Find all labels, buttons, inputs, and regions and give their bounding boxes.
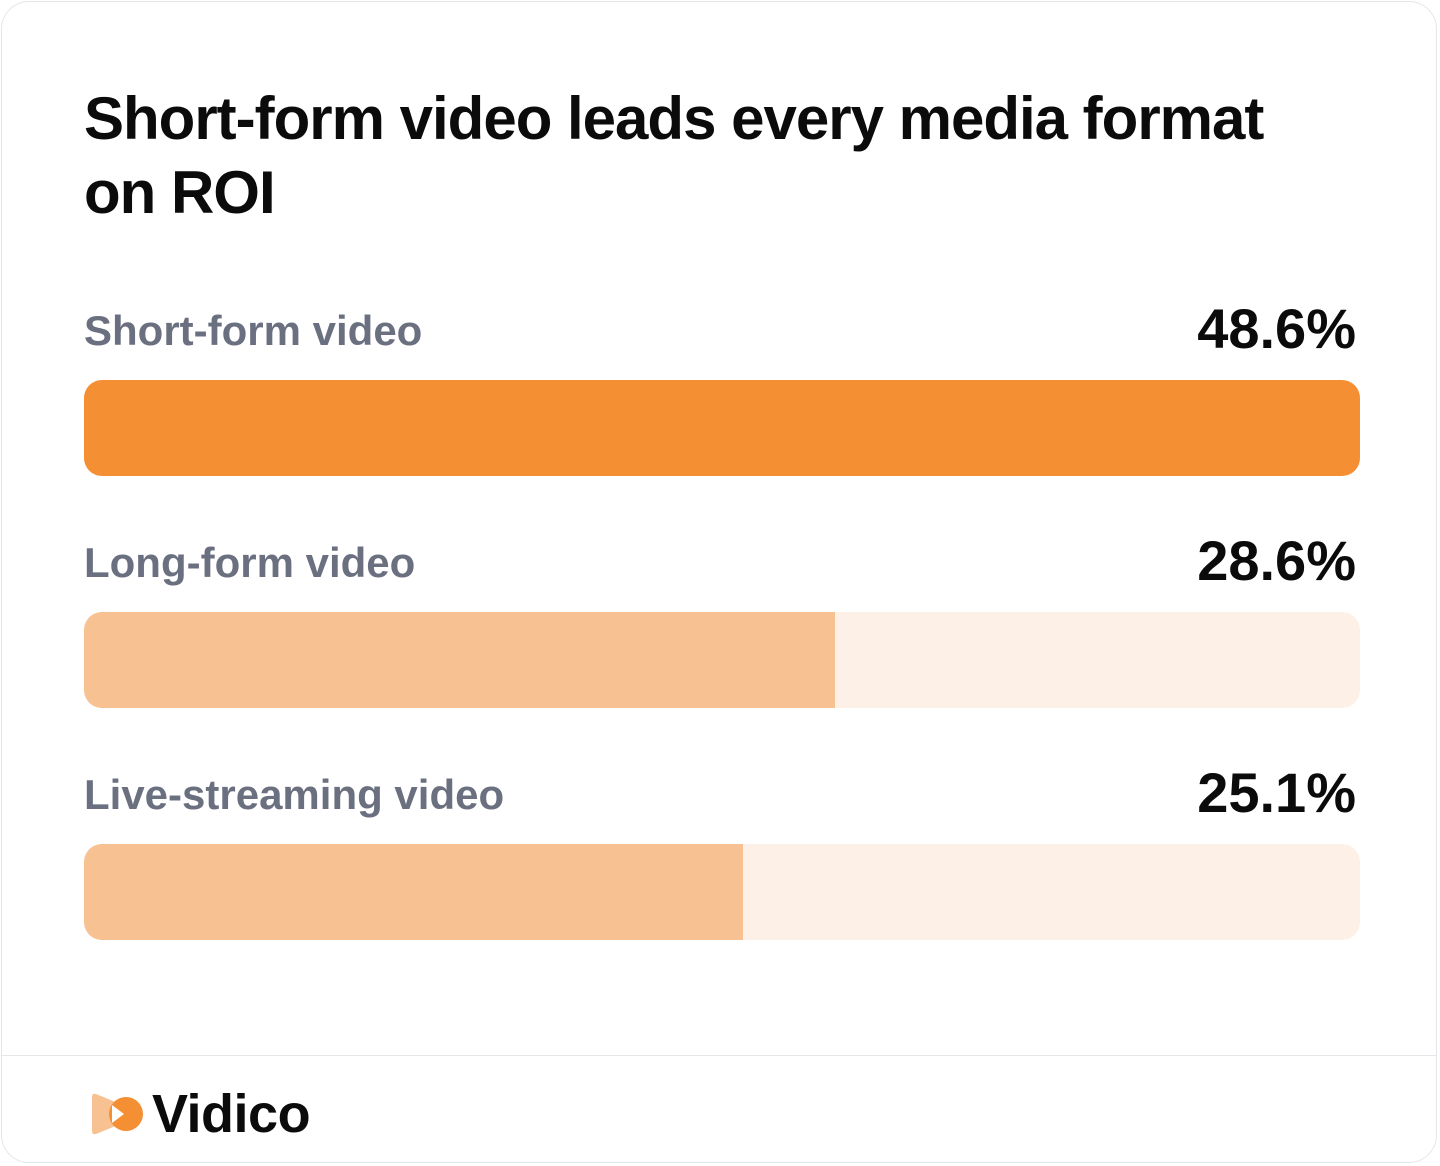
bar-track (84, 612, 1360, 708)
footer-divider (2, 1055, 1436, 1056)
chart-title: Short-form video leads every media forma… (84, 85, 1264, 226)
brand-name: Vidico (152, 1084, 311, 1144)
bar-label: Live-streaming video (84, 771, 505, 818)
bar (84, 844, 743, 940)
bar-value-label: 25.1% (1197, 761, 1356, 824)
brand-logo: Vidico (90, 1084, 311, 1144)
vidico-logo-icon (92, 1093, 143, 1135)
bar-track (84, 380, 1360, 476)
bar-track (84, 844, 1360, 940)
bar-label: Short-form video (84, 307, 423, 354)
bar (84, 612, 835, 708)
bar-value-label: 28.6% (1197, 529, 1356, 592)
bar-label: Long-form video (84, 539, 416, 586)
bar (84, 380, 1360, 476)
bar-value-label: 48.6% (1197, 297, 1356, 360)
